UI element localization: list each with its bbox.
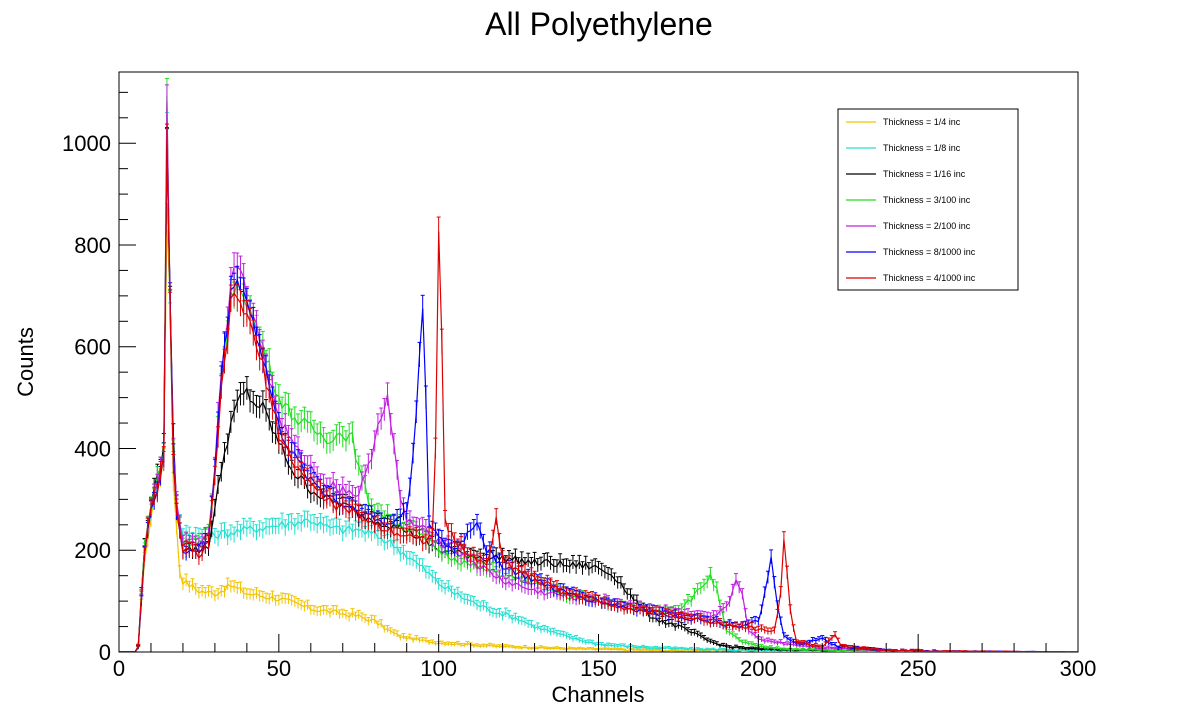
legend-item: Thickness = 1/16 inc (846, 169, 966, 179)
x-tick-label: 200 (740, 656, 777, 681)
legend-item: Thickness = 2/100 inc (846, 221, 971, 231)
y-tick-label: 200 (74, 538, 111, 563)
y-tick-label: 600 (74, 335, 111, 360)
y-tick-label: 400 (74, 436, 111, 461)
legend-item: Thickness = 4/1000 inc (846, 273, 976, 283)
y-tick-label: 800 (74, 233, 111, 258)
legend-label: Thickness = 8/1000 inc (883, 247, 976, 257)
legend-item: Thickness = 1/4 inc (846, 117, 961, 127)
y-tick-label: 1000 (62, 131, 111, 156)
legend-item: Thickness = 3/100 inc (846, 195, 971, 205)
legend-item: Thickness = 1/8 inc (846, 143, 961, 153)
x-tick-label: 300 (1060, 656, 1097, 681)
x-tick-label: 50 (267, 656, 291, 681)
legend-label: Thickness = 4/1000 inc (883, 273, 976, 283)
chart-title: All Polyethylene (485, 6, 713, 42)
y-tick-label: 0 (99, 640, 111, 665)
series-7 (119, 123, 1078, 652)
x-axis: 0 50 100 150 200 250 300 (113, 634, 1096, 681)
legend-label: Thickness = 1/16 inc (883, 169, 966, 179)
x-axis-label: Channels (552, 682, 645, 707)
x-tick-label: 250 (900, 656, 937, 681)
x-tick-label: 150 (580, 656, 617, 681)
legend: Thickness = 1/4 inc Thickness = 1/8 inc Th… (837, 108, 1019, 291)
legend-label: Thickness = 1/4 inc (883, 117, 961, 127)
legend-label: Thickness = 2/100 inc (883, 221, 971, 231)
x-tick-label: 100 (420, 656, 457, 681)
legend-label: Thickness = 3/100 inc (883, 195, 971, 205)
legend-item: Thickness = 8/1000 inc (846, 247, 976, 257)
y-axis-label: Counts (13, 327, 38, 397)
x-tick-label: 0 (113, 656, 125, 681)
y-axis: 0 200 400 600 800 1000 (62, 91, 136, 665)
legend-label: Thickness = 1/8 inc (883, 143, 961, 153)
